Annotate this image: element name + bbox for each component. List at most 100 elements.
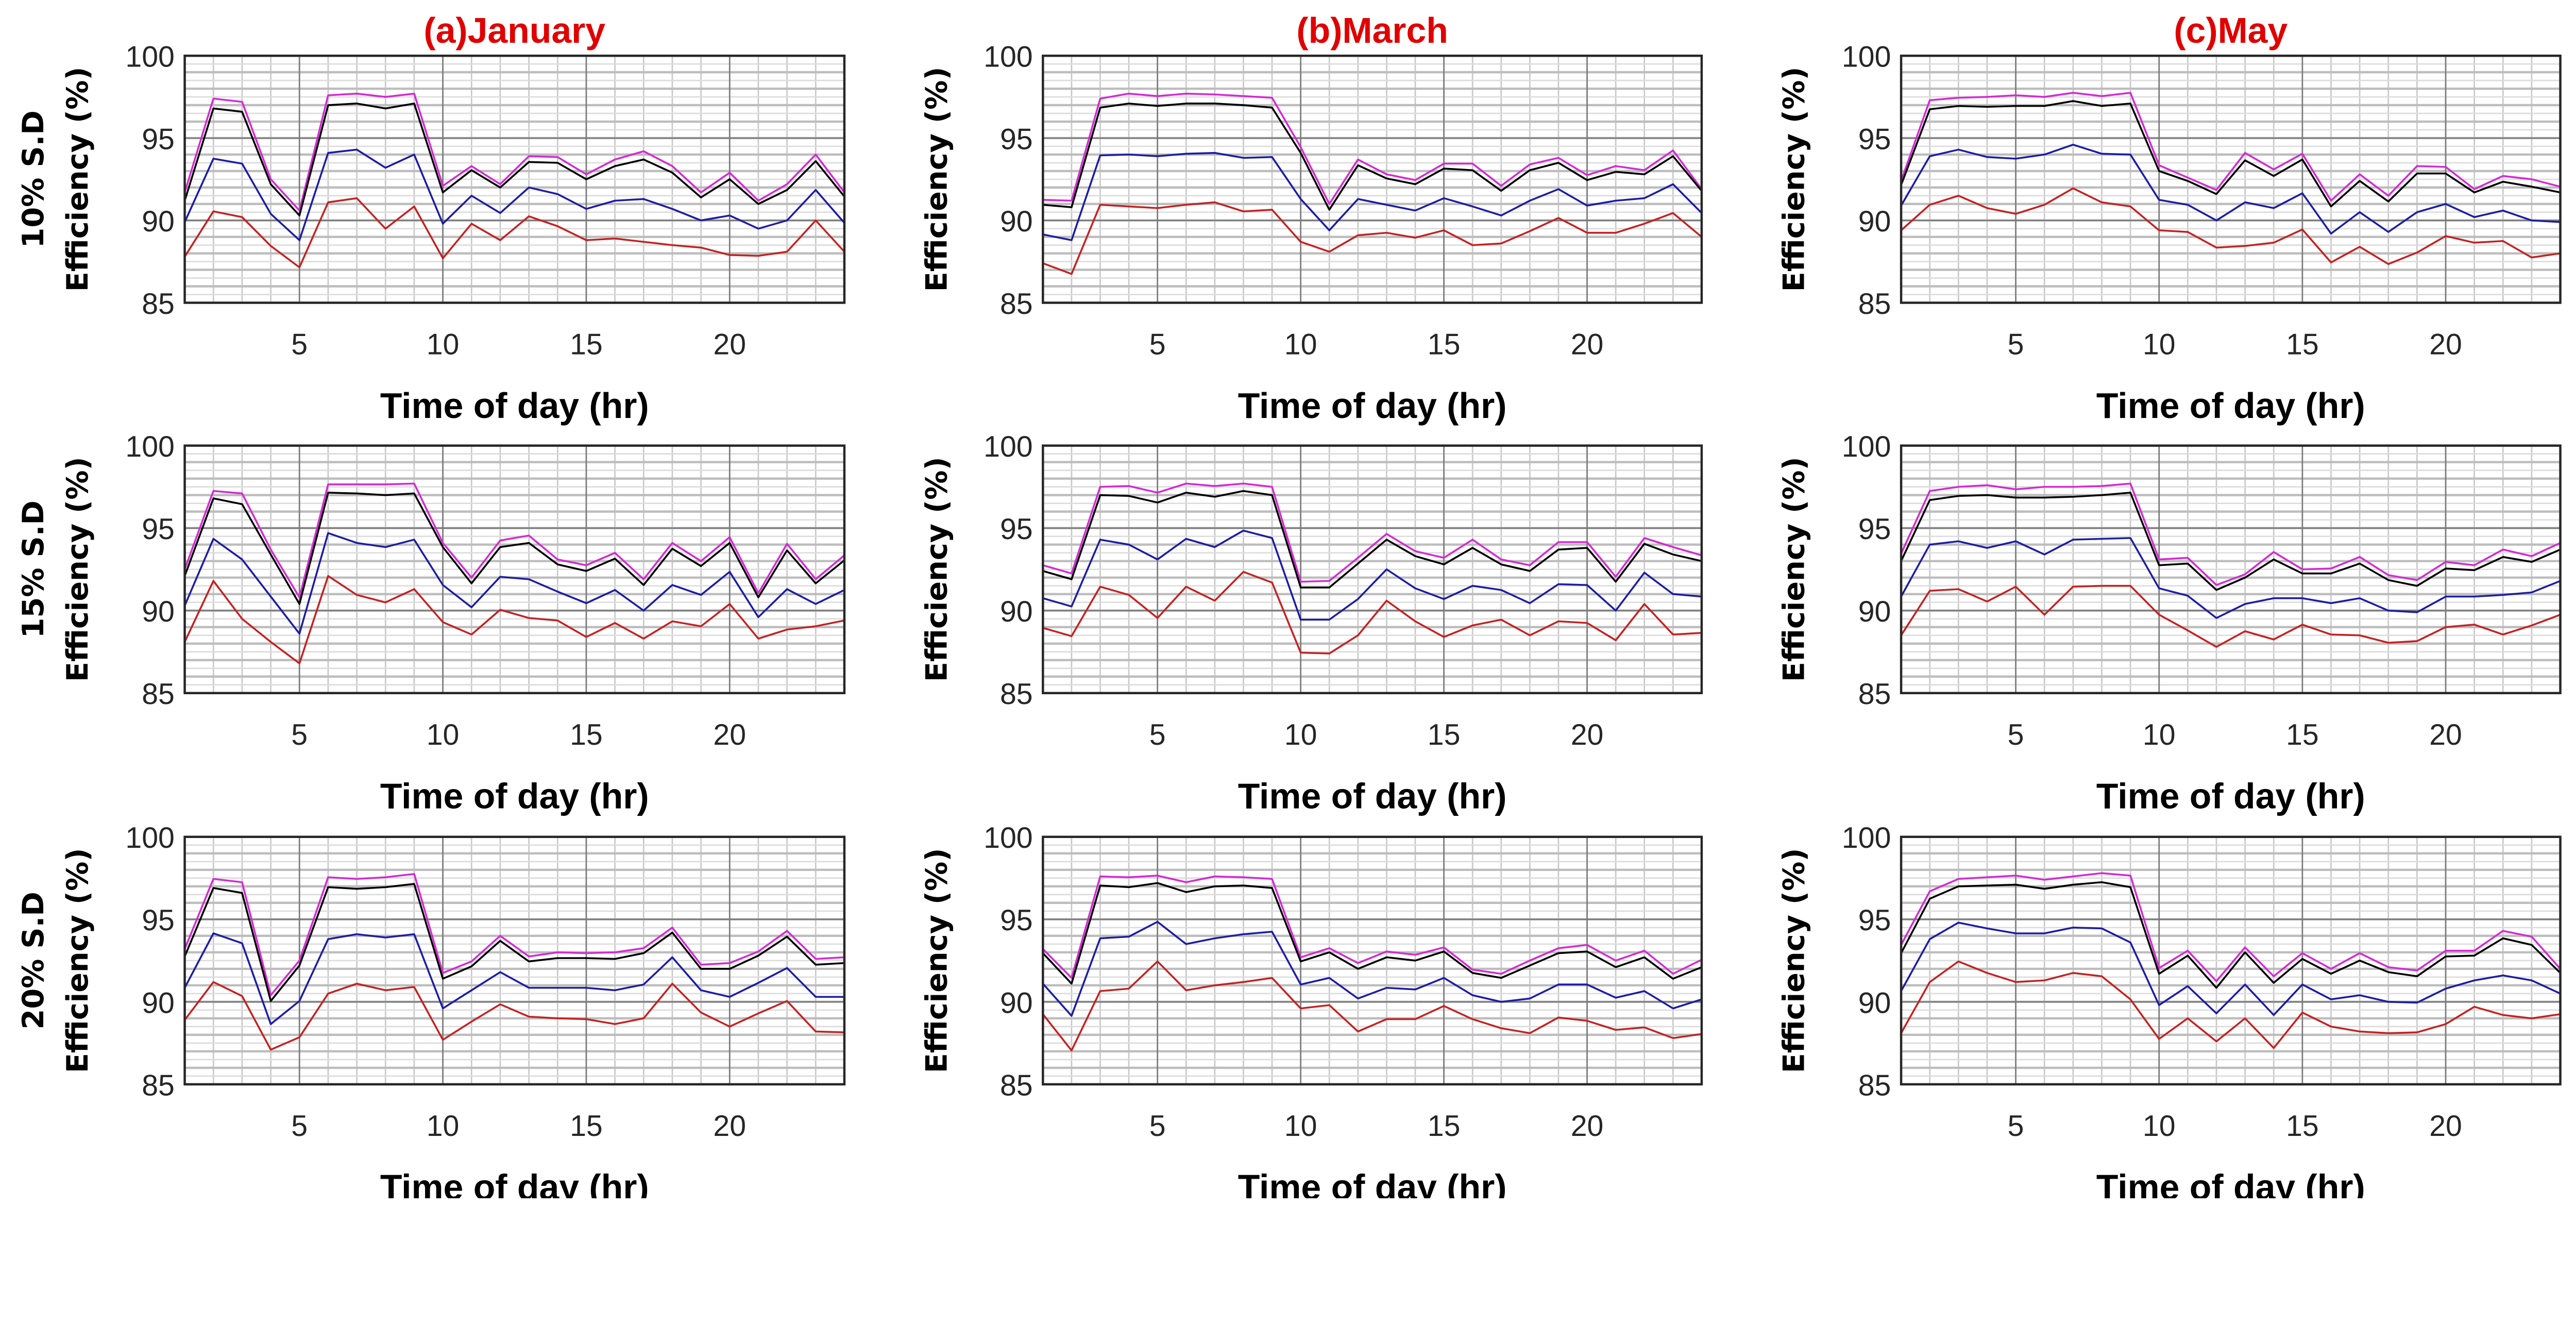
x-tick-label: 10 <box>427 718 460 751</box>
x-tick-label: 20 <box>1571 718 1604 751</box>
y-tick-label: 85 <box>1000 1069 1033 1102</box>
y-tick-label: 90 <box>1000 595 1033 628</box>
x-axis-label: Time of day (hr) <box>2096 776 2365 816</box>
series-line-4 <box>183 575 845 664</box>
subplot-7: 5 10 15 20 85 90 95 100 Time of day (hr) Efficien… <box>16 822 846 1198</box>
figure-grid: 5 10 15 20 85 90 95 100 Time of day (hr) Efficien… <box>16 10 2562 1198</box>
x-tick-label: 5 <box>2008 328 2024 361</box>
series-line-3 <box>183 148 845 241</box>
y-tick-label: 95 <box>142 513 175 546</box>
subplot-1: 5 10 15 20 85 90 95 100 Time of day (hr) Efficien… <box>16 10 846 426</box>
axes-box <box>183 444 846 695</box>
series-line-1 <box>1042 875 1702 979</box>
axes-box <box>1042 444 1703 695</box>
series-line-2 <box>183 492 845 605</box>
y-axis-label: Efficiency (%) <box>1777 848 1811 1073</box>
subplot-title: (a)January <box>423 10 605 51</box>
y-tick-label: 100 <box>125 41 174 74</box>
x-tick-label: 20 <box>2429 718 2462 751</box>
series-line-1 <box>1900 482 2561 586</box>
x-tick-label: 10 <box>1284 328 1317 361</box>
x-tick-label: 5 <box>291 328 308 361</box>
x-tick-label: 15 <box>2286 718 2319 751</box>
x-tick-label: 5 <box>1149 718 1166 751</box>
row-label: 10% S.D <box>16 110 50 248</box>
y-tick-label: 90 <box>1000 986 1033 1019</box>
x-tick-label: 10 <box>2143 328 2176 361</box>
y-tick-label: 95 <box>1000 904 1033 937</box>
x-tick-label: 20 <box>713 1110 746 1143</box>
series-line-4 <box>1900 187 2561 265</box>
series-line-2 <box>1042 490 1702 589</box>
x-tick-label: 5 <box>1149 1110 1166 1143</box>
y-tick-label: 85 <box>142 288 175 321</box>
y-tick-label: 100 <box>1842 822 1891 855</box>
y-tick-label: 95 <box>1858 904 1891 937</box>
subplot-2: 5 10 15 20 85 90 95 100 Time of day (hr) Efficien… <box>920 10 1703 426</box>
y-tick-label: 100 <box>984 822 1032 855</box>
y-tick-label: 95 <box>142 904 175 937</box>
row-label: 15% S.D <box>16 500 50 638</box>
series-line-4 <box>1900 584 2561 648</box>
axes-box <box>1900 444 2562 695</box>
subplot-6: 5 10 15 20 85 90 95 100 Time of day (hr) Efficien… <box>1777 430 2562 816</box>
x-tick-label: 10 <box>2143 718 2176 751</box>
y-axis-label: Efficiency (%) <box>1777 457 1811 682</box>
y-axis-label: Efficiency (%) <box>920 66 954 292</box>
x-axis-label: Time of day (hr) <box>1238 776 1507 816</box>
y-tick-label: 90 <box>1858 595 1891 628</box>
y-axis-label: Efficiency (%) <box>1777 66 1811 292</box>
y-tick-label: 100 <box>1842 430 1891 463</box>
axes-box <box>183 835 846 1086</box>
subplot-3: 5 10 15 20 85 90 95 100 Time of day (hr) Efficien… <box>1777 10 2562 426</box>
y-axis-label: Efficiency (%) <box>61 457 95 682</box>
x-axis-label: Time of day (hr) <box>2096 1167 2365 1198</box>
x-tick-label: 15 <box>2286 328 2319 361</box>
y-axis-label: Efficiency (%) <box>61 66 95 292</box>
y-tick-label: 95 <box>142 123 175 156</box>
subplot-4: 5 10 15 20 85 90 95 100 Time of day (hr) Efficien… <box>16 430 846 816</box>
y-tick-label: 100 <box>125 430 174 463</box>
axes-box <box>1900 54 2562 304</box>
series-line-1 <box>1900 872 2561 982</box>
y-axis-label: Efficiency (%) <box>920 457 954 682</box>
series-line-3 <box>1900 537 2561 619</box>
x-tick-label: 10 <box>1284 1110 1317 1143</box>
x-tick-label: 15 <box>570 718 603 751</box>
x-tick-label: 10 <box>427 1110 460 1143</box>
y-tick-label: 95 <box>1000 513 1033 546</box>
series-line-4 <box>1042 960 1702 1052</box>
axes-box <box>1900 835 2562 1086</box>
subplot-9: 5 10 15 20 85 90 95 100 Time of day (hr) Efficien… <box>1777 822 2562 1198</box>
y-tick-label: 85 <box>142 678 175 711</box>
y-tick-label: 90 <box>1858 986 1891 1019</box>
series-line-2 <box>183 883 845 1002</box>
x-axis-label: Time of day (hr) <box>1238 1167 1507 1198</box>
series-line-1 <box>1043 92 1703 205</box>
series-line-1 <box>1042 482 1702 583</box>
subplot-title: (b)March <box>1296 10 1448 51</box>
x-tick-label: 20 <box>713 328 746 361</box>
series-line-3 <box>1900 143 2561 235</box>
x-tick-label: 15 <box>570 328 603 361</box>
x-tick-label: 20 <box>713 718 746 751</box>
series-line-2 <box>1042 882 1702 985</box>
series-line-2 <box>1900 492 2561 591</box>
x-axis-label: Time of day (hr) <box>380 776 649 816</box>
y-tick-label: 100 <box>125 822 174 855</box>
x-tick-label: 15 <box>2286 1110 2319 1143</box>
subplot-8: 5 10 15 20 85 90 95 100 Time of day (hr) Efficien… <box>920 822 1703 1198</box>
y-tick-label: 90 <box>142 205 175 238</box>
y-tick-label: 90 <box>142 986 175 1019</box>
y-tick-label: 85 <box>142 1069 175 1102</box>
series-line-3 <box>183 932 844 1025</box>
x-tick-label: 5 <box>291 1110 308 1143</box>
series-line-4 <box>1900 960 2561 1049</box>
x-axis-label: Time of day (hr) <box>380 1167 649 1198</box>
series-line-2 <box>1900 881 2561 989</box>
subplot-title: (c)May <box>2174 10 2287 51</box>
y-tick-label: 100 <box>1842 41 1891 74</box>
x-axis-label: Time of day (hr) <box>1238 386 1507 426</box>
y-tick-label: 85 <box>1858 288 1891 321</box>
axes-box <box>1042 54 1703 304</box>
